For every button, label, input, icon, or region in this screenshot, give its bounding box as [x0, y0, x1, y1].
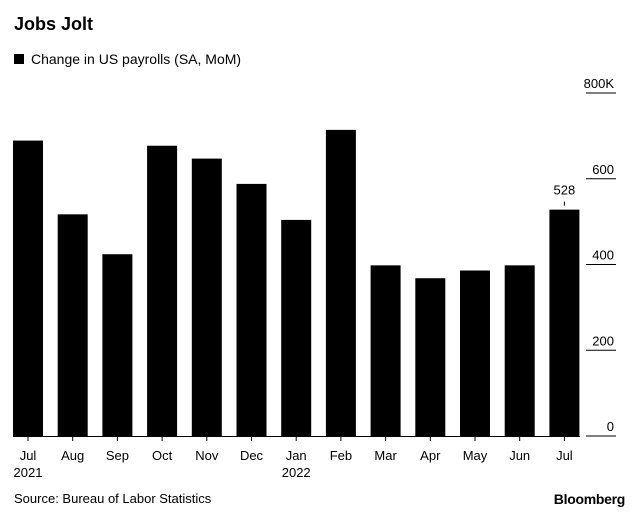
bar-12	[504, 265, 535, 436]
x-tick-label: Jan	[286, 448, 307, 463]
bar-1	[13, 140, 43, 436]
bar-6	[236, 183, 267, 436]
x-year-label: 2021	[14, 465, 43, 480]
bar-4	[147, 145, 178, 436]
y-tick-label: 800K	[584, 76, 615, 91]
bar-13	[549, 209, 580, 436]
y-tick-label: 200	[592, 333, 614, 348]
bar-10	[415, 278, 446, 436]
bar-3	[102, 254, 133, 436]
bloomberg-logo: Bloomberg	[553, 491, 626, 507]
bar-11	[460, 270, 490, 436]
y-tick-label: 600	[592, 162, 614, 177]
bar-5	[191, 158, 222, 436]
x-year-label: 2022	[282, 465, 311, 480]
x-tick-label: Oct	[152, 448, 173, 463]
legend-swatch-icon	[14, 54, 24, 64]
legend: Change in US payrolls (SA, MoM)	[14, 51, 241, 67]
data-label: 528	[554, 183, 576, 198]
legend-label: Change in US payrolls (SA, MoM)	[31, 51, 242, 67]
bar-9	[370, 265, 401, 436]
x-tick-label: Dec	[240, 448, 264, 463]
y-tick-label: 400	[592, 248, 614, 263]
bar-7	[281, 219, 312, 436]
bar-8	[325, 129, 356, 436]
x-tick-label: Jul	[20, 448, 37, 463]
x-tick-label: Apr	[420, 448, 441, 463]
y-tick-label: 0	[607, 419, 614, 434]
x-tick-label: Aug	[61, 448, 84, 463]
x-tick-label: Sep	[106, 448, 129, 463]
bar-2	[57, 214, 88, 436]
chart-title: Jobs Jolt	[14, 14, 94, 34]
source-note: Source: Bureau of Labor Statistics	[14, 491, 212, 506]
x-tick-label: Jul	[556, 448, 573, 463]
x-tick-label: Nov	[195, 448, 219, 463]
x-tick-label: Feb	[330, 448, 352, 463]
x-tick-label: May	[463, 448, 488, 463]
x-tick-label: Mar	[374, 448, 397, 463]
x-tick-label: Jun	[509, 448, 530, 463]
